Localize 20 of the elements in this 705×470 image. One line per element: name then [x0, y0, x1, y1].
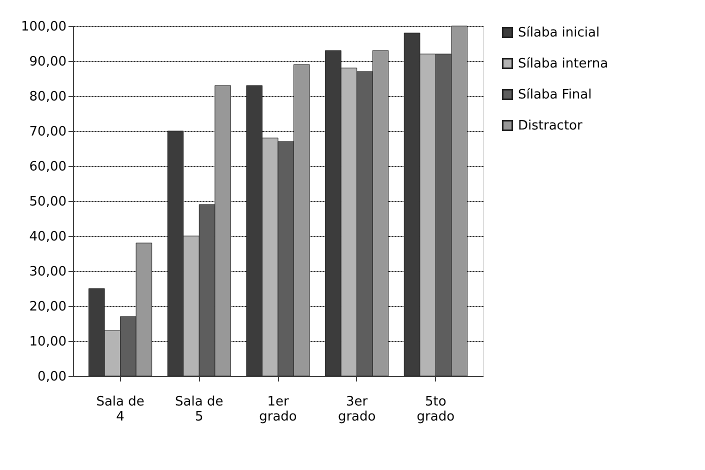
y-tick-label: 0,00	[38, 370, 66, 384]
y-tick-label: 80,00	[29, 90, 66, 104]
legend-label: Sílaba inicial	[518, 26, 600, 40]
y-tick-label: 100,00	[21, 20, 66, 34]
y-tick-label: 10,00	[29, 334, 66, 350]
legend-label: Sílaba interna	[518, 56, 608, 72]
legend-label: Sílaba Final	[518, 88, 592, 102]
x-tick-label: 5to grado	[416, 394, 455, 424]
x-tick-label: Sala de 5	[175, 394, 224, 424]
x-tick-label: 3er grado	[338, 394, 376, 424]
y-tick-label: 40,00	[29, 230, 66, 244]
x-tick-label: 1er grado	[259, 394, 297, 424]
y-tick-label: 60,00	[29, 160, 66, 174]
y-tick-label: 70,00	[29, 124, 66, 140]
legend-label: Distractor	[518, 118, 583, 134]
y-tick-label: 30,00	[29, 264, 66, 280]
y-tick-label: 90,00	[29, 54, 66, 70]
y-tick-label: 50,00	[29, 194, 66, 210]
x-tick-label: Sala de 4	[96, 394, 144, 424]
y-tick-label: 20,00	[29, 300, 66, 314]
